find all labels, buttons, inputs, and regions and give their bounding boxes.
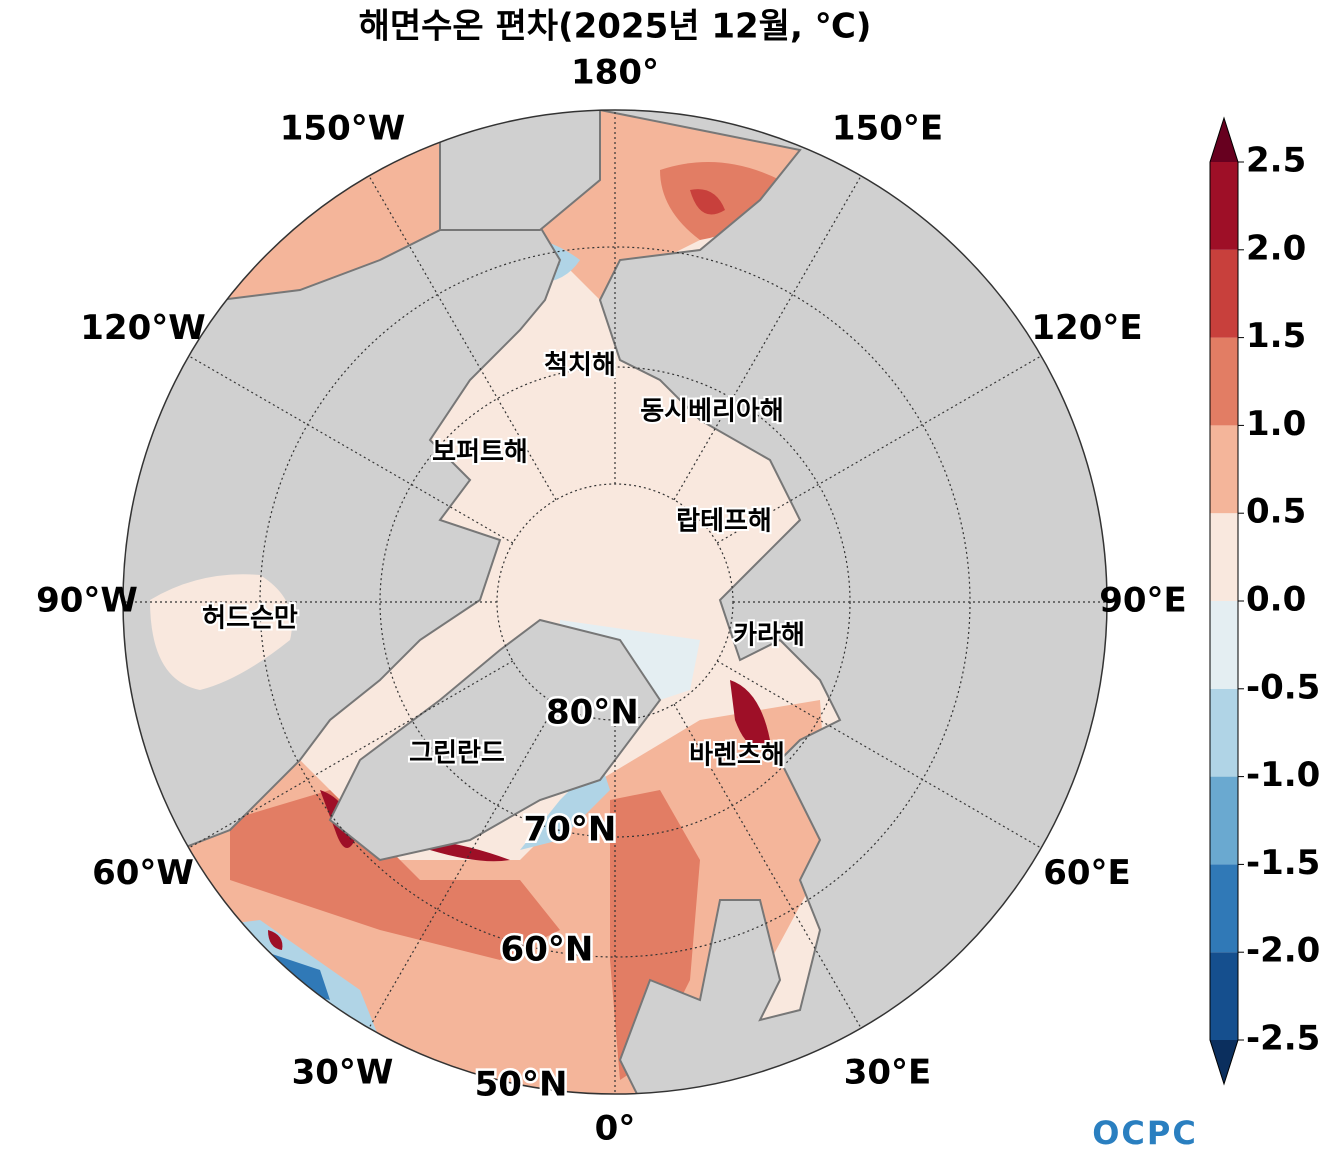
hudson-bay [150, 574, 292, 690]
colorbar-bin [1210, 688, 1238, 777]
colorbar-extend-high [1210, 118, 1238, 162]
colorbar-tick-label: -2.0 [1246, 931, 1320, 971]
colorbar-bin [1210, 162, 1238, 250]
region-label: 그린란드 [409, 739, 505, 769]
region-label: 바렌츠해 [689, 741, 785, 771]
longitude-label: 120°E [1031, 308, 1142, 348]
colorbar-bin [1210, 337, 1238, 426]
colorbar-bin [1210, 601, 1238, 689]
region-label: 보퍼트해 [432, 438, 528, 468]
longitude-label: 30°E [844, 1052, 932, 1092]
region-label: 척치해 [544, 351, 616, 381]
colorbar-bin [1210, 513, 1238, 601]
longitude-label: 30°W [292, 1052, 394, 1092]
colorbar: -2.5 -2.0 -1.5 -1.0 -0.5 0.0 0.5 1.0 1.5 2.0 2.5 [1209, 116, 1320, 1086]
colorbar-bin [1210, 952, 1238, 1040]
colorbar-bin [1210, 776, 1238, 865]
longitude-label: 60°W [92, 853, 194, 893]
colorbar-tick-label: 0.5 [1246, 492, 1306, 532]
sst-patch [268, 930, 283, 950]
land [328, 618, 662, 862]
colorbar-tick-label: 1.0 [1246, 404, 1306, 444]
longitude-label: 60°E [1043, 853, 1131, 893]
meridian [368, 703, 557, 1029]
parallel [259, 246, 971, 958]
title: 해면수온 편차(2025년 12월, ℃) [359, 7, 872, 47]
labels: 180° 150°E 120°E 90°E 60°E 30°E 0° 30°W 60°W 90°W… [36, 53, 1187, 1149]
meridian [188, 355, 514, 544]
meridian [716, 660, 1042, 849]
meridian [188, 660, 514, 849]
colorbar-tick-label: 1.5 [1246, 316, 1306, 356]
longitude-label: 90°E [1099, 581, 1187, 621]
meridian [673, 703, 862, 1029]
meridian [716, 355, 1042, 544]
parallel [496, 483, 734, 721]
region-label: 동시베리아해 [640, 397, 784, 427]
colorbar-tick-label: 0.0 [1246, 580, 1306, 620]
map-border [122, 109, 1108, 1095]
sst-patch [730, 680, 770, 747]
latitude-label: 50°N [475, 1065, 568, 1105]
latitude-label: 70°N [524, 810, 617, 850]
meridian [673, 175, 862, 501]
longitude-label: 120°W [80, 308, 205, 348]
longitude-label: 0° [595, 1109, 636, 1149]
colorbar-tick-label: 2.5 [1246, 141, 1306, 181]
graticule [123, 110, 1107, 1094]
longitude-label: 180° [571, 53, 659, 93]
latitude-label: 60°N [501, 930, 594, 970]
land [123, 198, 562, 882]
region-label: 카라해 [733, 621, 805, 651]
colorbar-bin [1210, 425, 1238, 514]
map [123, 110, 1107, 1094]
longitude-label: 150°W [280, 109, 405, 149]
region-label: 랍테프해 [676, 507, 772, 537]
colorbar-tick-label: -0.5 [1246, 667, 1320, 707]
colorbar-bin [1210, 864, 1238, 953]
meridian [368, 175, 557, 501]
longitude-label: 90°W [36, 581, 138, 621]
region-label: 허드슨만 [202, 604, 298, 634]
parallel [379, 366, 851, 838]
colorbar-tick-label: -1.5 [1246, 843, 1320, 883]
longitude-label: 150°E [832, 109, 943, 149]
sst-patch [690, 189, 725, 215]
colorbar-tick-label: 2.0 [1246, 228, 1306, 268]
colorbar-tick-label: -1.0 [1246, 755, 1320, 795]
latitude-label: 80°N [546, 693, 639, 733]
sst-patch [610, 790, 700, 1080]
land [439, 110, 601, 231]
colorbar-bin [1210, 249, 1238, 338]
colorbar-tick-label: -2.5 [1246, 1019, 1320, 1059]
sst-patch [230, 790, 560, 960]
logo: OCPC [1092, 1114, 1198, 1152]
colorbar-extend-low [1210, 1040, 1238, 1084]
